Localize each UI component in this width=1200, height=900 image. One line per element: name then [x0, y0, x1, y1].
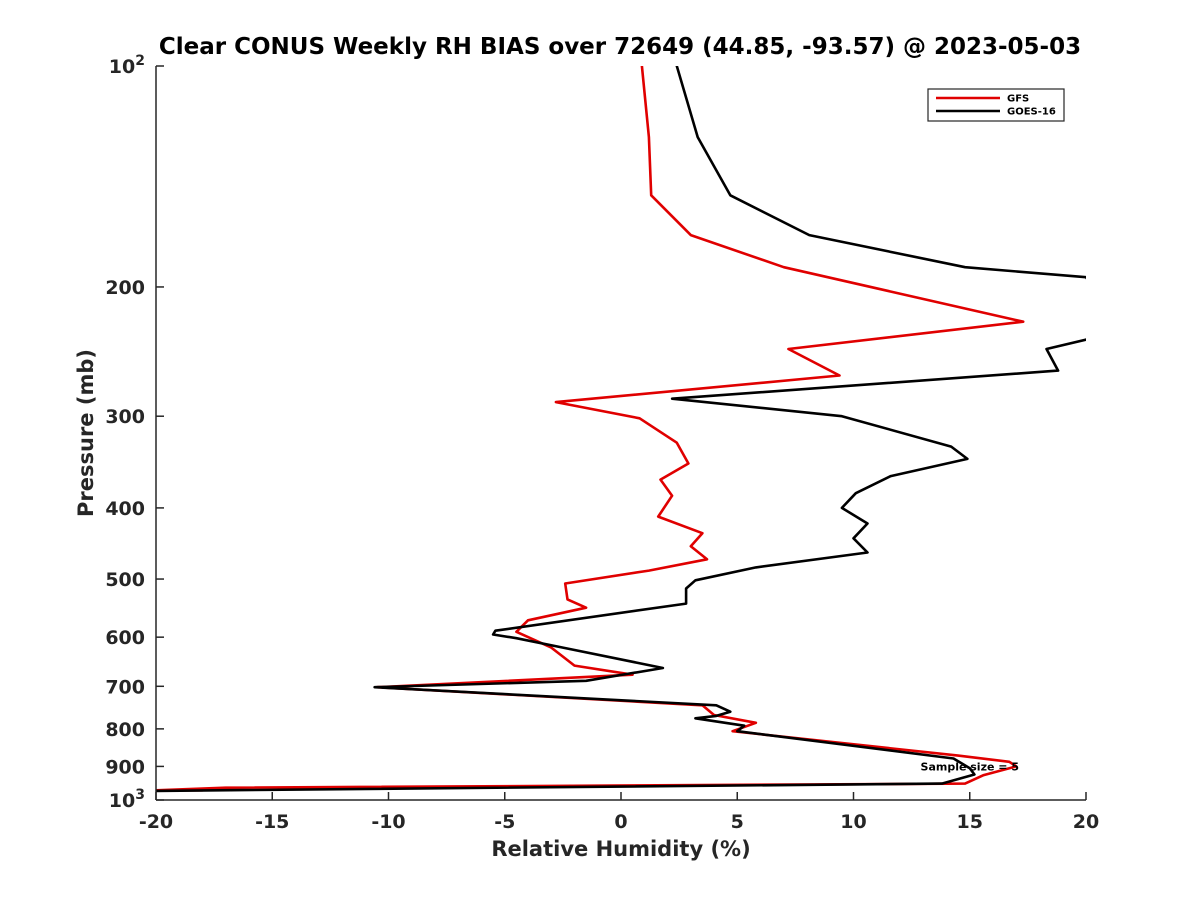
y-tick-label: 900 — [105, 756, 145, 778]
x-tick-label: -10 — [371, 811, 405, 833]
x-tick-label: -20 — [139, 811, 173, 833]
y-tick-label: 400 — [105, 498, 145, 520]
y-tick-label: 500 — [105, 569, 145, 591]
x-ticks: -20 -15 -10 -5 0 5 10 15 20 — [139, 792, 1099, 833]
chart-title: Clear CONUS Weekly RH BIAS over 72649 (4… — [159, 34, 1081, 60]
legend-box — [927, 88, 1065, 122]
legend-label-goes16: GOES-16 — [1007, 107, 1056, 118]
y-tick-label: 300 — [105, 406, 145, 428]
x-tick-label: -5 — [494, 811, 515, 833]
y-tick-label: 200 — [105, 277, 145, 299]
series-line-gfs — [156, 66, 1025, 792]
y-axis-label: Pressure (mb) — [74, 349, 98, 517]
x-tick-label: 15 — [957, 811, 983, 833]
legend: GFS GOES-16 — [927, 88, 1065, 122]
x-tick-label: 20 — [1073, 811, 1099, 833]
y-tick-label: 102 — [109, 53, 145, 78]
y-tick-label: 700 — [105, 676, 145, 698]
x-tick-label: -15 — [255, 811, 289, 833]
x-tick-label: 10 — [840, 811, 866, 833]
series-line-goes16 — [156, 66, 1086, 793]
x-tick-label: 0 — [614, 811, 627, 833]
plot-area — [156, 66, 1086, 800]
y-ticks: 102 200 300 400 500 600 700 800 900 103 — [105, 53, 164, 812]
legend-label-gfs: GFS — [1007, 94, 1029, 105]
sample-size-annotation: Sample size = 5 — [921, 760, 1019, 773]
y-tick-label: 800 — [105, 719, 145, 741]
series-layer — [156, 66, 1086, 793]
y-tick-label: 103 — [109, 787, 145, 812]
y-tick-label: 600 — [105, 627, 145, 649]
x-axis-label: Relative Humidity (%) — [491, 837, 750, 861]
x-tick-label: 5 — [731, 811, 744, 833]
